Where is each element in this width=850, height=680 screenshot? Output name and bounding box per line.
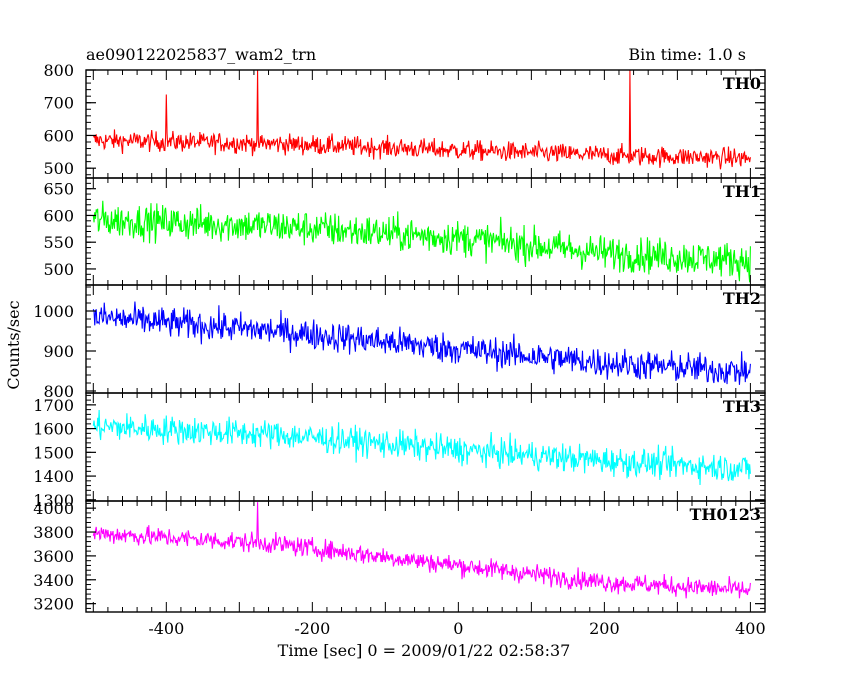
panel-frame — [85, 284, 766, 394]
y-tick-label: 1000 — [33, 302, 74, 321]
series-th3 — [92, 409, 751, 485]
panel-th2: 800 900 1000 TH2 — [33, 284, 766, 401]
panel-th0: 500 600 700 800 TH0 — [43, 61, 766, 179]
y-tick-label: 550 — [43, 233, 74, 252]
y-tick-label: 1500 — [33, 443, 74, 462]
y-tick-label: 600 — [43, 206, 74, 225]
y-tick-label: 500 — [43, 159, 74, 178]
panel-frame — [85, 500, 766, 613]
y-tick-label: 800 — [43, 61, 74, 80]
panels-group: 500 600 700 800 TH0 500 550 600 650 TH1 800 900 1000… — [33, 61, 766, 614]
x-tick-label: 0 — [453, 619, 463, 638]
y-tick-label: 4000 — [33, 499, 74, 518]
y-tick-label: 650 — [43, 180, 74, 199]
x-tick-label: -200 — [294, 619, 330, 638]
x-tick-label: 200 — [589, 619, 620, 638]
x-tick-label: -400 — [148, 619, 184, 638]
y-axis-label: Counts/sec — [4, 300, 23, 389]
y-tick-label: 500 — [43, 260, 74, 279]
bin-time-label: Bin time: 1.0 s — [628, 45, 746, 64]
panel-label: TH1 — [723, 182, 761, 201]
y-tick-label: 700 — [43, 94, 74, 113]
panel-label: TH2 — [723, 289, 761, 308]
chart-title: ae090122025837_wam2_trn — [86, 45, 316, 64]
y-tick-label: 600 — [43, 126, 74, 145]
y-tick-label: 900 — [43, 342, 74, 361]
panel-th0123: 3200 3400 3600 3800 4000 TH0123 — [33, 499, 766, 614]
x-axis-label: Time [sec] 0 = 2009/01/22 02:58:37 — [278, 641, 571, 660]
y-tick-label: 1600 — [33, 420, 74, 439]
series-th2 — [92, 301, 751, 385]
y-tick-label: 1700 — [33, 396, 74, 415]
series-th0 — [92, 69, 751, 170]
y-tick-label: 3200 — [33, 595, 74, 614]
y-tick-label: 3600 — [33, 547, 74, 566]
y-tick-label: 1400 — [33, 467, 74, 486]
x-tick-label: 400 — [735, 619, 766, 638]
x-axis: -400 -200 0 200 400 — [148, 619, 765, 638]
y-tick-label: 3800 — [33, 523, 74, 542]
panel-frame — [85, 69, 766, 179]
y-tick-label: 800 — [43, 382, 74, 401]
panel-th3: 1300 1400 1500 1600 1700 TH3 — [33, 392, 766, 510]
y-tick-label: 3400 — [33, 571, 74, 590]
panel-label: TH3 — [723, 397, 761, 416]
panel-label: TH0123 — [689, 505, 761, 524]
y-tick-label: 1300 — [33, 491, 74, 510]
panel-th1: 500 550 600 650 TH1 — [43, 177, 766, 286]
series-th1 — [92, 200, 751, 283]
panel-label: TH0 — [723, 74, 761, 93]
series-th0123 — [92, 502, 751, 599]
